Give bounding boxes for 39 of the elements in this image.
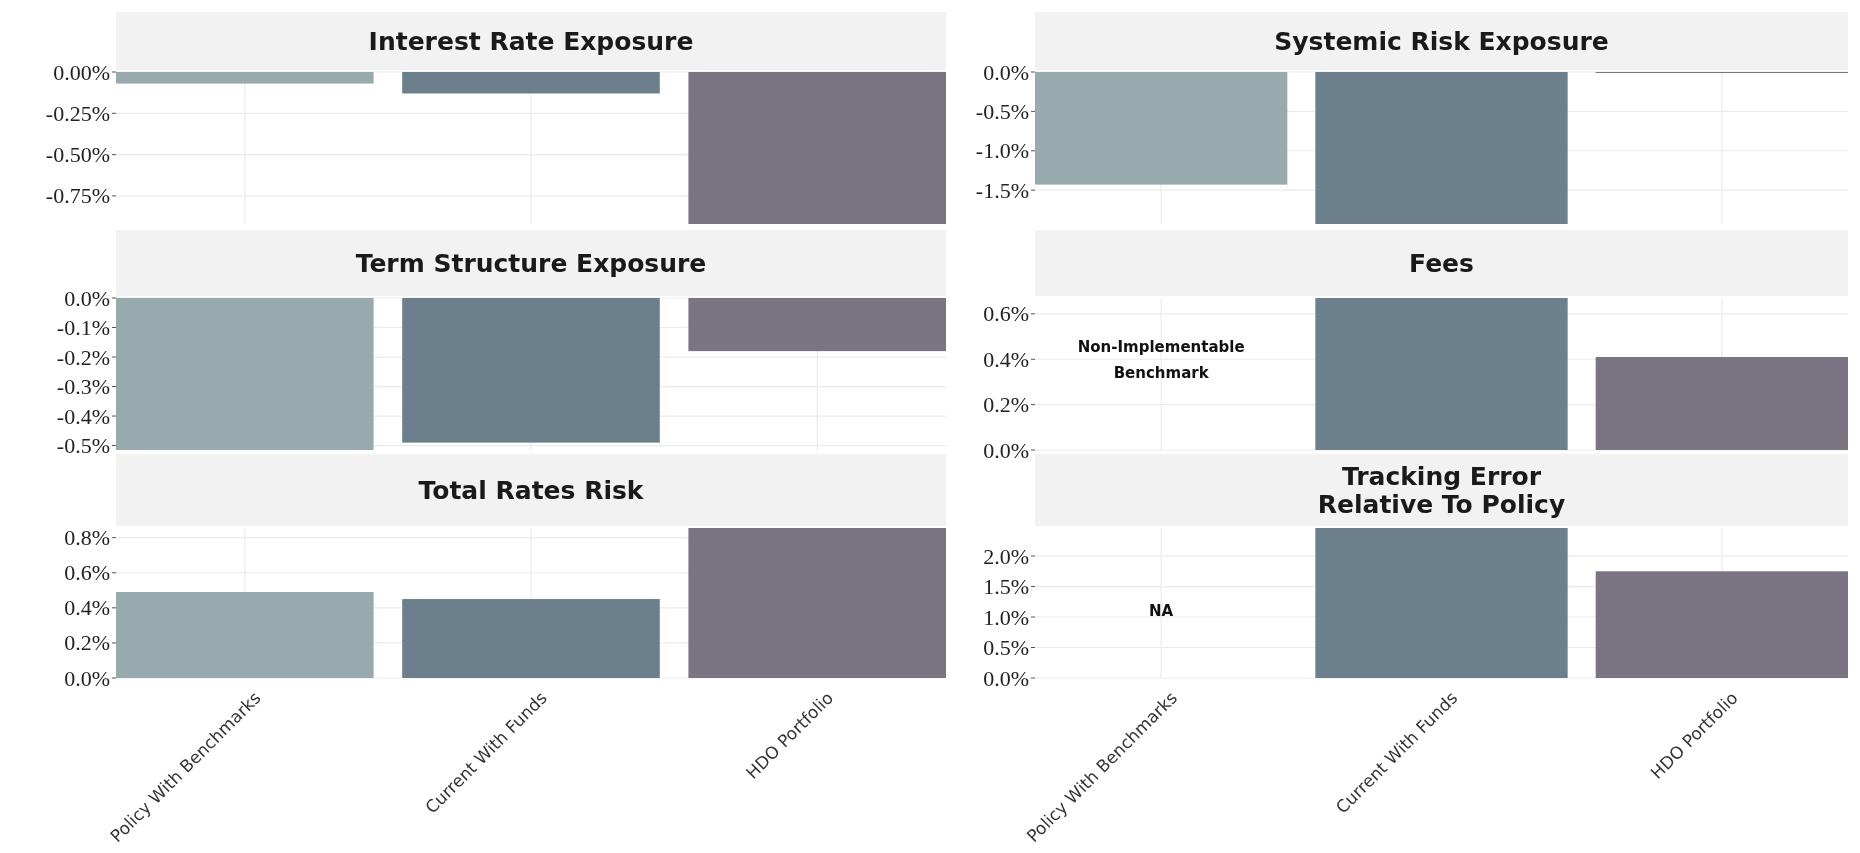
y-tick-label: -0.4%: [56, 403, 110, 429]
y-tick-label: 0.0%: [64, 665, 110, 691]
annotation: Non-Implementable Benchmark: [1077, 337, 1245, 382]
chart-title: Total Rates Risk: [418, 475, 645, 505]
chart-title: Tracking Error Relative To Policy: [1317, 461, 1566, 519]
y-tick-label: 0.2%: [983, 392, 1029, 418]
y-tick-label: -0.5%: [56, 433, 110, 459]
y-tick-label: 0.0%: [983, 437, 1029, 463]
y-tick-label: -0.3%: [56, 374, 110, 400]
y-tick-label: 0.0%: [983, 665, 1029, 691]
chart-title: Systemic Risk Exposure: [1274, 26, 1609, 56]
y-tick-label: 0.6%: [64, 560, 110, 586]
y-tick-label: 0.0%: [983, 59, 1029, 85]
bar: [688, 528, 946, 678]
y-tick-label: -1.0%: [975, 138, 1029, 164]
y-tick-label: 0.00%: [53, 59, 110, 85]
bar: [116, 592, 374, 678]
annotation: NA: [1149, 601, 1174, 620]
y-tick-label: 1.5%: [983, 574, 1029, 600]
y-tick-label: -0.75%: [45, 183, 110, 209]
y-tick-label: -0.25%: [45, 100, 110, 126]
chart-title: Fees: [1409, 248, 1474, 278]
y-tick-label: 0.6%: [983, 301, 1029, 327]
y-tick-label: -0.1%: [56, 315, 110, 341]
y-tick-label: 0.8%: [64, 525, 110, 551]
y-tick-label: -0.2%: [56, 344, 110, 370]
chart-title: Term Structure Exposure: [355, 248, 707, 278]
y-tick-label: 1.0%: [983, 604, 1029, 630]
y-tick-label: -0.5%: [975, 98, 1029, 124]
y-tick-label: 0.4%: [64, 595, 110, 621]
y-tick-label: -1.5%: [975, 177, 1029, 203]
y-tick-label: 0.0%: [64, 285, 110, 311]
y-tick-label: 2.0%: [983, 543, 1029, 569]
bar: [402, 599, 660, 678]
y-tick-label: 0.5%: [983, 635, 1029, 661]
y-tick-label: 0.4%: [983, 346, 1029, 372]
y-tick-label: 0.2%: [64, 630, 110, 656]
y-tick-label: -0.50%: [45, 142, 110, 168]
chart-title: Interest Rate Exposure: [368, 26, 694, 56]
